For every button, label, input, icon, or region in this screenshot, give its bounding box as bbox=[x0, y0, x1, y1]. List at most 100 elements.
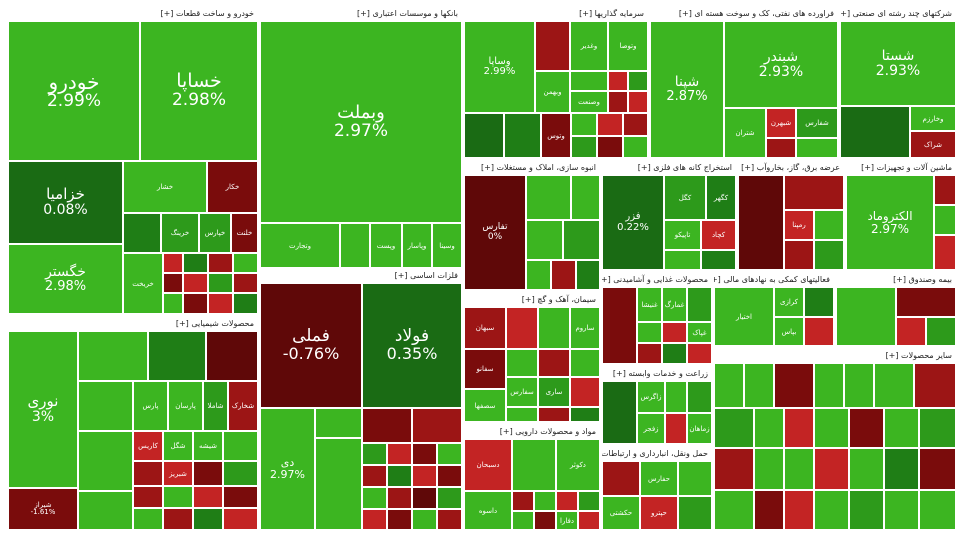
tile-small[interactable] bbox=[315, 438, 362, 530]
tile-small[interactable]: وتوس bbox=[541, 113, 571, 158]
tile-small[interactable] bbox=[193, 461, 223, 486]
tile-small[interactable] bbox=[133, 486, 163, 508]
tile-small[interactable] bbox=[687, 381, 712, 413]
tile-small[interactable] bbox=[534, 491, 556, 511]
tile-small[interactable] bbox=[538, 349, 570, 377]
tile-small[interactable] bbox=[602, 381, 637, 444]
tile-small[interactable] bbox=[362, 443, 387, 465]
tile-small[interactable] bbox=[784, 448, 814, 490]
tile-small[interactable]: خریخت bbox=[123, 253, 163, 314]
tile-small[interactable]: وپاسار bbox=[402, 223, 432, 268]
tile-small[interactable]: وتوصا bbox=[608, 21, 648, 71]
tile-small[interactable]: وصنعت bbox=[570, 91, 608, 113]
tile-small[interactable] bbox=[78, 331, 148, 381]
tile-small[interactable]: شتران bbox=[724, 108, 766, 158]
tile-small[interactable] bbox=[628, 71, 648, 91]
tile-small[interactable] bbox=[526, 175, 571, 220]
tile-small[interactable] bbox=[538, 307, 570, 349]
tile-small[interactable] bbox=[637, 322, 662, 343]
tile-small[interactable] bbox=[163, 486, 193, 508]
tile-shasta[interactable]: شستا 2.93% bbox=[840, 21, 956, 106]
tile-small[interactable] bbox=[784, 490, 814, 530]
sector-header[interactable]: سیمان، آهک و گچ [+] bbox=[464, 292, 600, 308]
tile-small[interactable] bbox=[183, 253, 208, 273]
tile-small[interactable] bbox=[387, 465, 412, 487]
tile-small[interactable] bbox=[412, 443, 437, 465]
tile-small[interactable]: ساری bbox=[538, 377, 570, 407]
tile-small[interactable] bbox=[78, 381, 133, 431]
sector-header[interactable]: خودرو و ساخت قطعات [+] bbox=[8, 6, 258, 22]
sector-header[interactable]: ماشین آلات و تجهیزات [+] bbox=[846, 160, 956, 176]
tile-small[interactable] bbox=[526, 220, 563, 260]
tile-small[interactable] bbox=[412, 487, 437, 509]
tile-small[interactable] bbox=[602, 461, 640, 496]
tile-small[interactable] bbox=[754, 448, 784, 490]
tile-small[interactable] bbox=[687, 287, 712, 322]
sector-header[interactable]: سایر محصولات [+] bbox=[714, 348, 956, 364]
tile-small[interactable]: سصفها bbox=[464, 389, 506, 422]
tile-small[interactable] bbox=[623, 136, 648, 158]
tile-small[interactable] bbox=[664, 250, 701, 270]
sector-header[interactable]: زراعت و خدمات وابسته [+] bbox=[602, 366, 712, 382]
tile-foolad[interactable]: فولاد 0.35% bbox=[362, 283, 462, 408]
tile-small[interactable] bbox=[754, 408, 784, 448]
tile-small[interactable] bbox=[934, 205, 956, 235]
tile-small[interactable]: وبهمن bbox=[535, 71, 570, 113]
tile-small[interactable] bbox=[571, 175, 600, 220]
tile-small[interactable] bbox=[233, 273, 258, 293]
tile-small[interactable] bbox=[512, 511, 534, 530]
tile-small[interactable] bbox=[576, 260, 600, 290]
tile-small[interactable] bbox=[464, 113, 504, 158]
tile-small[interactable] bbox=[387, 487, 412, 509]
tile-small[interactable] bbox=[919, 490, 956, 530]
tile-small[interactable] bbox=[814, 408, 849, 448]
tile-small[interactable] bbox=[784, 175, 844, 210]
tile-small[interactable] bbox=[662, 343, 687, 364]
tile-small[interactable] bbox=[233, 253, 258, 273]
tile-small[interactable] bbox=[78, 491, 133, 530]
tile-small[interactable]: شبهرن bbox=[766, 108, 796, 138]
tile-small[interactable] bbox=[223, 486, 258, 508]
tile-small[interactable] bbox=[578, 511, 600, 530]
tile-electromad[interactable]: الکتروماد 2.97% bbox=[846, 175, 934, 270]
tile-small[interactable]: سبهان bbox=[464, 307, 506, 349]
tile-small[interactable]: شیشه bbox=[193, 431, 223, 461]
tile-small[interactable] bbox=[315, 408, 362, 438]
tile-small[interactable]: دسبحان bbox=[464, 439, 512, 491]
tile-small[interactable] bbox=[362, 465, 387, 487]
tile-small[interactable]: ساروم bbox=[570, 307, 600, 349]
tile-small[interactable]: سفارس bbox=[506, 377, 538, 407]
tile-small[interactable] bbox=[934, 175, 956, 205]
tile-small[interactable]: وغدیر bbox=[570, 21, 608, 71]
tile-small[interactable] bbox=[563, 220, 600, 260]
tile-small[interactable] bbox=[570, 71, 608, 91]
tile-small[interactable]: دفارا bbox=[556, 511, 578, 530]
tile-small[interactable] bbox=[223, 508, 258, 530]
tile-small[interactable] bbox=[538, 407, 570, 422]
tile-small[interactable] bbox=[804, 317, 834, 346]
tile-small[interactable]: داسوه bbox=[464, 491, 512, 530]
tile-small[interactable]: شبریز bbox=[163, 461, 193, 486]
tile-small[interactable] bbox=[437, 443, 462, 465]
tile-small[interactable] bbox=[874, 363, 914, 408]
tile-small[interactable]: وپست bbox=[370, 223, 402, 268]
tile-small[interactable] bbox=[570, 377, 600, 407]
tile-small[interactable] bbox=[133, 508, 163, 530]
tile-small[interactable] bbox=[623, 113, 648, 136]
tile-tefaresi[interactable]: تفارس 0% bbox=[464, 175, 526, 290]
tile-small[interactable] bbox=[814, 210, 844, 240]
sector-header[interactable]: فراورده های نفتی، کک و سوخت هسته ای [+] bbox=[650, 6, 838, 22]
tile-small[interactable]: رمپنا bbox=[784, 210, 814, 240]
tile-small[interactable] bbox=[571, 113, 597, 136]
tile-small[interactable] bbox=[208, 293, 233, 314]
tile-small[interactable]: خپارس bbox=[199, 213, 231, 253]
tile-small[interactable] bbox=[133, 461, 163, 486]
tile-small[interactable] bbox=[665, 413, 687, 444]
tile-small[interactable] bbox=[714, 448, 754, 490]
tile-small[interactable] bbox=[208, 273, 233, 293]
tile-small[interactable] bbox=[163, 273, 183, 293]
tile-small[interactable] bbox=[412, 465, 437, 487]
tile-small[interactable]: شفارس bbox=[796, 108, 838, 138]
tile-small[interactable]: شراک bbox=[910, 131, 956, 158]
tile-shbandar[interactable]: شبندر 2.93% bbox=[724, 21, 838, 108]
